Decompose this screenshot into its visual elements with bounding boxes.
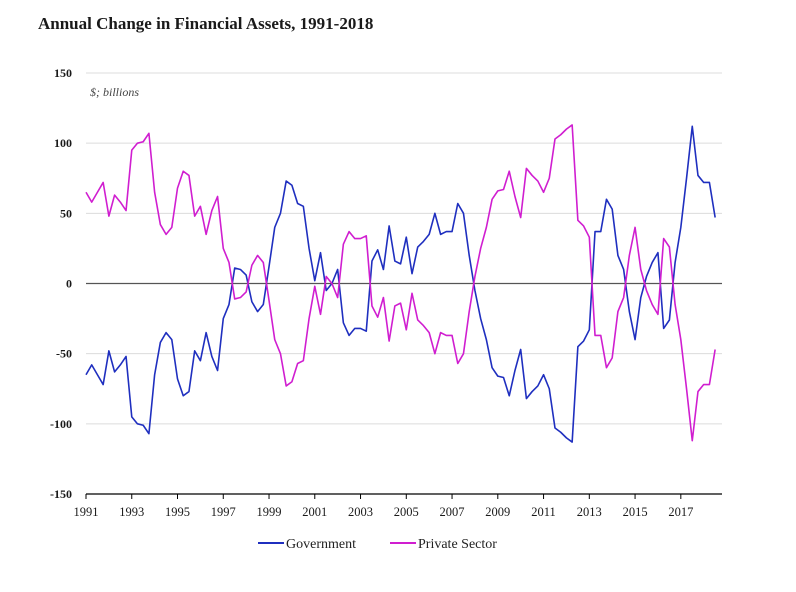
x-tick-label: 2017 bbox=[668, 505, 693, 519]
x-tick-label: 1991 bbox=[74, 505, 99, 519]
x-tick-label: 1993 bbox=[119, 505, 144, 519]
series-line-government bbox=[85, 125, 716, 443]
y-tick-label: -150 bbox=[50, 487, 72, 501]
unit-label: $; billions bbox=[90, 85, 139, 99]
gridlines bbox=[86, 72, 722, 425]
y-tick-label: -50 bbox=[56, 347, 72, 361]
legend-label-government: Government bbox=[286, 537, 356, 552]
chart-title: Annual Change in Financial Assets, 1991-… bbox=[38, 14, 374, 33]
x-axis-ticks: 1991 1993 1995 1997 1999 2001 2003 2005 2007 2009… bbox=[74, 494, 693, 519]
x-tick-label: 2009 bbox=[485, 505, 510, 519]
legend-label-private-sector: Private Sector bbox=[418, 537, 497, 552]
x-tick-label: 2011 bbox=[531, 505, 556, 519]
x-tick-label: 2003 bbox=[348, 505, 373, 519]
x-tick-label: 2013 bbox=[577, 505, 602, 519]
x-tick-label: 1995 bbox=[165, 505, 190, 519]
series-line-private-sector bbox=[85, 124, 716, 442]
y-tick-label: 50 bbox=[60, 206, 72, 220]
y-tick-label: 150 bbox=[54, 66, 72, 80]
x-tick-label: 1999 bbox=[257, 505, 282, 519]
y-tick-label: 0 bbox=[66, 277, 72, 291]
legend: Government Private Sector bbox=[258, 537, 497, 552]
x-tick-label: 2007 bbox=[440, 505, 465, 519]
x-tick-label: 2001 bbox=[302, 505, 327, 519]
series-lines bbox=[85, 124, 716, 443]
y-tick-label: -100 bbox=[50, 417, 72, 431]
y-tick-label: 100 bbox=[54, 136, 72, 150]
x-tick-label: 1997 bbox=[211, 505, 236, 519]
y-axis-ticks: 150 100 50 0 -50 -100 -150 bbox=[50, 66, 72, 501]
x-tick-label: 2005 bbox=[394, 505, 419, 519]
x-tick-label: 2015 bbox=[623, 505, 648, 519]
